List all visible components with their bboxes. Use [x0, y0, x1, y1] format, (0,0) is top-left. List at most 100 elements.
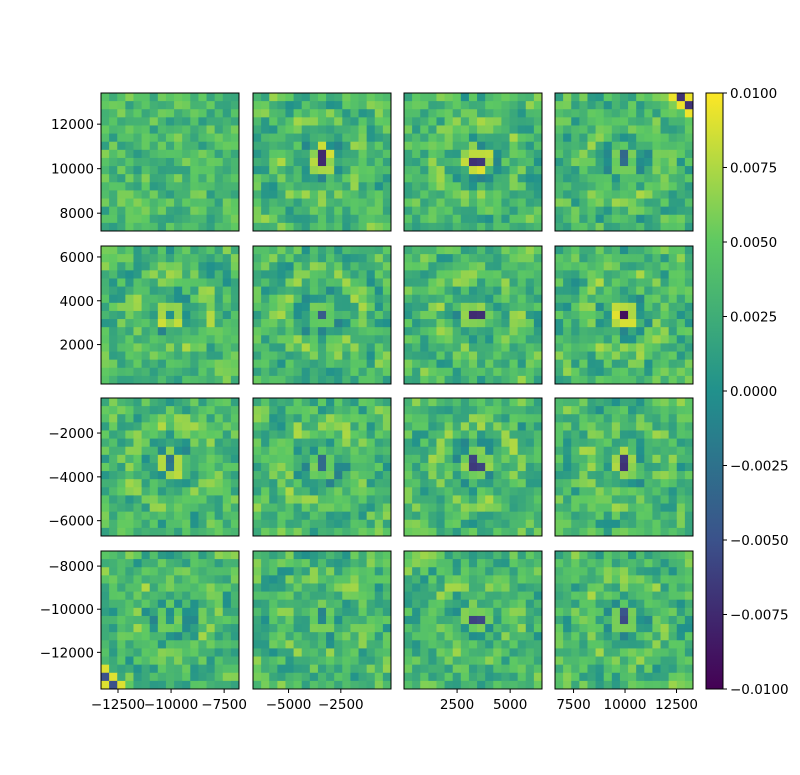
heatmap-cell: [117, 680, 126, 690]
heatmap-cell: [571, 117, 580, 126]
heatmap-cell: [214, 615, 224, 625]
heatmap-cell: [326, 254, 335, 263]
heatmap-cell: [269, 471, 278, 480]
heatmap-cell: [149, 680, 159, 690]
heatmap-cell: [517, 310, 527, 320]
heatmap-cell: [293, 503, 303, 513]
heatmap-cell: [350, 567, 359, 576]
heatmap-cell: [603, 430, 613, 439]
heatmap-cell: [684, 367, 694, 377]
heatmap-cell: [165, 286, 175, 296]
heatmap-cell: [174, 648, 183, 657]
heatmap-cell: [109, 206, 118, 216]
heatmap-cell: [404, 166, 413, 175]
heatmap-cell: [358, 398, 368, 407]
heatmap-cell: [533, 93, 543, 102]
heatmap-cell: [420, 632, 429, 641]
heatmap-cell: [117, 351, 126, 361]
heatmap-cell: [157, 286, 167, 296]
heatmap-cell: [501, 222, 510, 232]
heatmap-cell: [644, 214, 653, 224]
heatmap-cell: [509, 575, 519, 584]
heatmap-cell: [444, 438, 454, 448]
heatmap-cell: [382, 278, 392, 287]
heatmap-cell: [326, 487, 335, 496]
heatmap-cell: [684, 615, 694, 625]
heatmap-cell: [404, 133, 413, 143]
heatmap-cell: [326, 624, 335, 633]
heatmap-cell: [579, 133, 588, 143]
heatmap-cell: [668, 680, 678, 690]
heatmap-cell: [628, 270, 637, 279]
heatmap-cell: [619, 591, 629, 601]
heatmap-cell: [182, 430, 191, 439]
heatmap-cell: [571, 559, 580, 568]
heatmap-cell: [214, 93, 224, 102]
heatmap-cell: [420, 141, 429, 151]
heatmap-cell: [460, 117, 470, 126]
heatmap-cell: [525, 672, 535, 682]
heatmap-cell: [317, 117, 327, 126]
heatmap-cell: [428, 591, 437, 601]
heatmap-cell: [133, 327, 142, 336]
heatmap-cell: [342, 430, 351, 439]
heatmap-cell: [109, 278, 118, 287]
heatmap-cell: [404, 157, 413, 167]
heatmap-cell: [444, 648, 454, 657]
heatmap-cell: [587, 246, 596, 255]
heatmap-cell: [619, 495, 629, 504]
heatmap-cell: [684, 335, 694, 344]
heatmap-cell: [595, 351, 605, 361]
heatmap-cell: [652, 672, 661, 682]
heatmap-cell: [285, 519, 294, 529]
heatmap-cell: [652, 648, 661, 657]
heatmap-cell: [533, 575, 543, 584]
heatmap-cell: [652, 149, 661, 159]
colorbar-gradient: [705, 92, 724, 690]
heatmap-cell: [525, 551, 535, 560]
heatmap-cell: [676, 648, 686, 657]
heatmap-cell: [214, 503, 224, 513]
heatmap-cell: [109, 503, 118, 513]
heatmap-cell: [509, 462, 519, 472]
heatmap-cell: [468, 511, 478, 521]
heatmap-cell: [358, 672, 368, 682]
heatmap-cell: [317, 319, 327, 328]
heatmap-cell: [190, 125, 199, 134]
heatmap-cell: [412, 294, 421, 304]
heatmap-cell: [382, 454, 392, 464]
heatmap-cell: [230, 166, 240, 175]
heatmap-cell: [644, 190, 653, 199]
heatmap-cell: [452, 359, 462, 369]
heatmap-cell: [452, 286, 462, 296]
heatmap-cell: [358, 310, 368, 320]
heatmap-cell: [404, 310, 413, 320]
heatmap-cell: [684, 174, 694, 183]
heatmap-cell: [579, 495, 588, 504]
heatmap-cell: [198, 575, 207, 584]
heatmap-cell: [587, 286, 596, 296]
colorbar-tick-label: −0.0100: [730, 682, 789, 698]
heatmap-cell: [525, 286, 535, 296]
heatmap-cell: [117, 375, 126, 385]
heatmap-cell: [326, 182, 335, 191]
heatmap-cell: [501, 294, 510, 304]
heatmap-cell: [358, 351, 368, 361]
heatmap-cell: [309, 664, 319, 674]
heatmap-cell: [587, 624, 596, 633]
heatmap-cell: [149, 607, 159, 617]
heatmap-cell: [157, 278, 167, 287]
heatmap-cell: [587, 640, 596, 649]
heatmap-cell: [149, 343, 159, 352]
heatmap-cell: [350, 551, 359, 560]
heatmap-cell: [125, 599, 134, 609]
heatmap-cell: [214, 174, 224, 183]
heatmap-cell: [309, 511, 319, 521]
heatmap-cell: [533, 559, 543, 568]
heatmap-cell: [460, 206, 470, 216]
panel-frame: [554, 92, 694, 232]
heatmap-cell: [261, 198, 270, 208]
heatmap-cell: [133, 527, 142, 537]
heatmap-cell: [595, 109, 605, 118]
heatmap-cell: [452, 174, 462, 183]
